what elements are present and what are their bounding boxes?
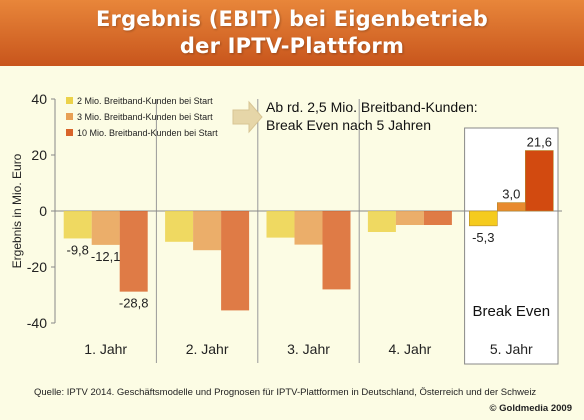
source-note: Quelle: IPTV 2014. Geschäftsmodelle und … [34,387,537,398]
data-label: -5,3 [472,230,494,245]
x-tick-label: 5. Jahr [490,341,533,357]
x-tick-label: 2. Jahr [186,341,229,357]
legend-label: 3 Mio. Breitband-Kunden bei Start [77,112,213,122]
legend-label: 10 Mio. Breitband-Kunden bei Start [77,128,218,138]
data-label: 21,6 [527,135,552,150]
x-tick-label: 3. Jahr [287,341,330,357]
data-label: -9,8 [66,242,88,257]
bar [294,211,323,245]
bar [423,211,452,225]
y-tick-label: -40 [27,315,47,331]
bar [221,211,250,311]
y-tick-label: 20 [31,147,47,163]
arrow-icon [232,100,263,134]
legend-label: 2 Mio. Breitband-Kunden bei Start [77,96,213,106]
break-even-label: Break Even [473,303,551,320]
bar [193,211,222,251]
bar [367,211,396,232]
y-tick-label: 40 [31,91,47,107]
bar [395,211,424,225]
y-tick-label: -20 [27,259,47,275]
bar [165,211,194,242]
data-label: -28,8 [119,296,149,311]
title-bar: Ergebnis (EBIT) bei Eigenbetrieb der IPT… [0,0,584,66]
bar [468,210,498,227]
annotation-line2: Break Even nach 5 Jahren [266,117,431,133]
bar [524,150,554,212]
data-label: 3,0 [502,187,520,202]
legend-swatch [66,97,73,104]
legend-swatch [66,129,73,136]
bar [91,211,120,245]
bar [266,211,295,238]
x-tick-label: 4. Jahr [388,341,431,357]
legend-swatch [66,113,73,120]
copyright-note: © Goldmedia 2009 [489,403,572,414]
bar [496,202,526,212]
data-label: -12,1 [91,249,121,264]
y-tick-label: 0 [39,203,47,219]
x-tick-label: 1. Jahr [84,341,127,357]
bar [63,211,92,239]
y-axis-label: Ergebnis in Mio. Euro [10,153,24,268]
bar [322,211,351,290]
annotation-line1: Ab rd. 2,5 Mio. Breitband-Kunden: [266,99,478,115]
chart-title-line2: der IPTV-Plattform [179,34,405,58]
bar [119,211,148,292]
chart-title-line1: Ergebnis (EBIT) bei Eigenbetrieb [95,7,489,31]
